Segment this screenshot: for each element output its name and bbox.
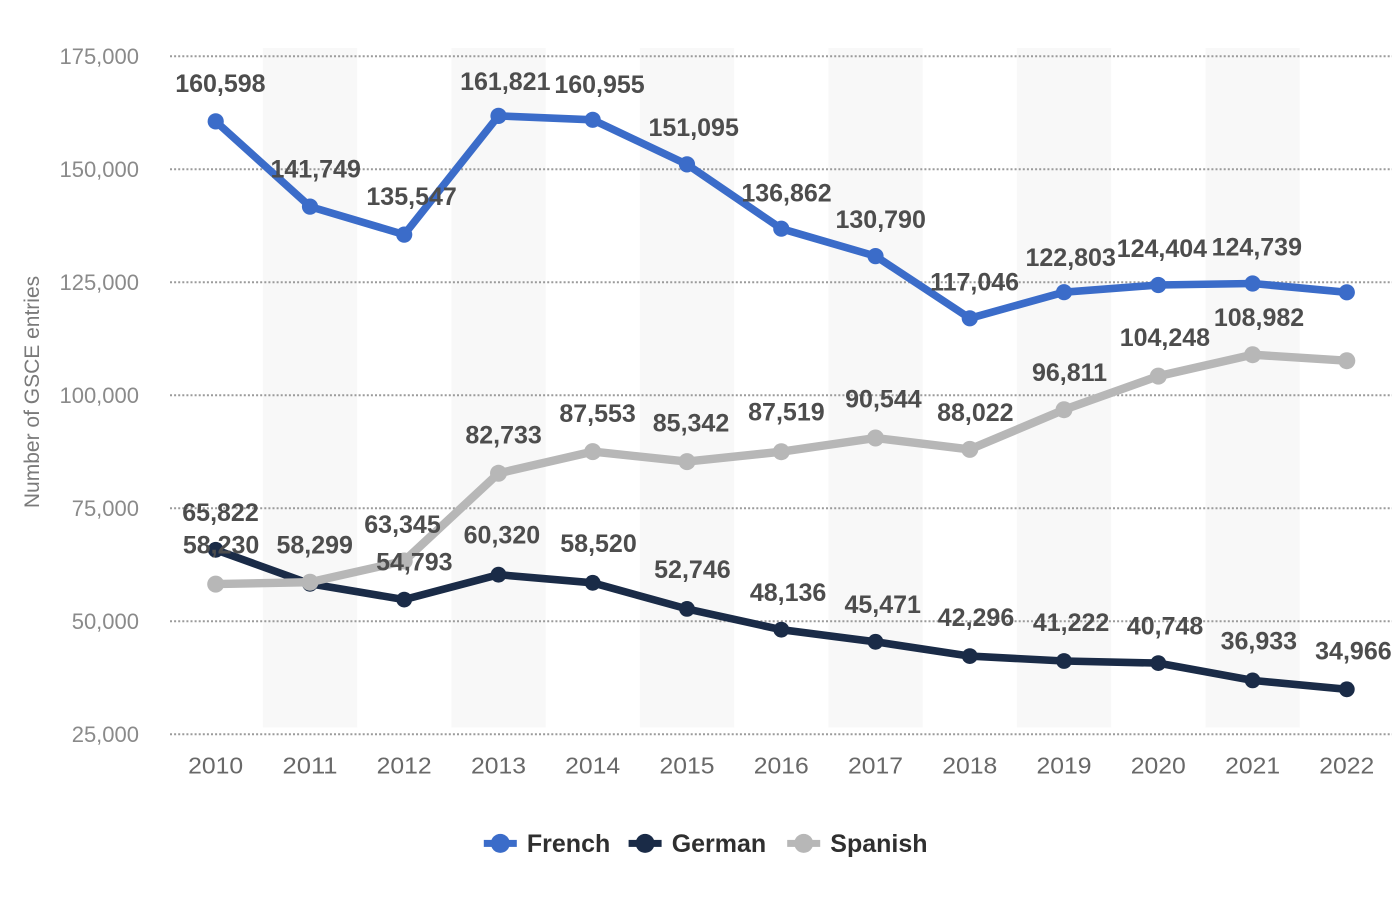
svg-text:63,345: 63,345: [364, 511, 441, 539]
svg-text:104,248: 104,248: [1120, 324, 1210, 352]
svg-text:88,022: 88,022: [937, 399, 1013, 427]
svg-text:150,000: 150,000: [59, 157, 139, 182]
svg-text:58,520: 58,520: [560, 530, 636, 558]
svg-text:160,598: 160,598: [175, 70, 265, 98]
svg-text:87,519: 87,519: [748, 398, 824, 426]
svg-text:2016: 2016: [754, 752, 809, 778]
svg-text:130,790: 130,790: [836, 206, 926, 234]
svg-text:45,471: 45,471: [844, 591, 921, 619]
svg-text:90,544: 90,544: [845, 385, 922, 413]
svg-text:117,046: 117,046: [930, 269, 1019, 297]
svg-text:96,811: 96,811: [1032, 359, 1107, 387]
svg-text:French: French: [527, 830, 610, 858]
svg-text:124,739: 124,739: [1212, 234, 1302, 262]
svg-text:42,296: 42,296: [938, 604, 1014, 632]
svg-text:135,547: 135,547: [366, 183, 456, 211]
svg-text:2022: 2022: [1319, 752, 1374, 778]
svg-text:2011: 2011: [283, 752, 338, 778]
svg-text:48,136: 48,136: [750, 579, 826, 607]
svg-text:40,748: 40,748: [1127, 613, 1204, 641]
svg-text:160,955: 160,955: [554, 71, 644, 99]
svg-text:141,749: 141,749: [271, 155, 361, 183]
svg-text:100,000: 100,000: [59, 383, 139, 408]
svg-text:151,095: 151,095: [649, 114, 739, 142]
svg-text:41,222: 41,222: [1033, 609, 1109, 637]
svg-text:108,982: 108,982: [1214, 304, 1304, 332]
svg-text:60,320: 60,320: [464, 521, 540, 549]
svg-text:2013: 2013: [471, 752, 526, 778]
svg-text:50,000: 50,000: [72, 609, 139, 634]
svg-text:82,733: 82,733: [465, 422, 541, 450]
svg-text:124,404: 124,404: [1117, 235, 1207, 263]
svg-text:122,803: 122,803: [1026, 244, 1116, 272]
svg-text:65,822: 65,822: [182, 499, 258, 527]
svg-text:2019: 2019: [1037, 752, 1092, 778]
svg-text:58,230: 58,230: [183, 531, 259, 559]
svg-text:2017: 2017: [848, 752, 903, 778]
svg-text:175,000: 175,000: [59, 44, 139, 69]
svg-text:75,000: 75,000: [72, 496, 139, 521]
svg-text:2012: 2012: [377, 752, 432, 778]
svg-text:36,933: 36,933: [1221, 628, 1297, 656]
svg-text:Number of GSCE entries: Number of GSCE entries: [21, 276, 44, 508]
svg-text:2010: 2010: [188, 752, 243, 778]
svg-text:136,862: 136,862: [741, 179, 831, 207]
svg-text:54,793: 54,793: [376, 549, 452, 577]
svg-text:2021: 2021: [1225, 752, 1280, 778]
svg-text:52,746: 52,746: [654, 556, 730, 584]
svg-text:161,821: 161,821: [460, 68, 550, 96]
svg-text:34,966: 34,966: [1315, 637, 1391, 665]
svg-text:25,000: 25,000: [72, 722, 139, 747]
svg-text:125,000: 125,000: [59, 270, 139, 295]
svg-text:2014: 2014: [565, 752, 620, 778]
svg-text:2018: 2018: [942, 752, 997, 778]
svg-text:German: German: [672, 830, 766, 858]
svg-text:2020: 2020: [1131, 752, 1186, 778]
svg-text:58,299: 58,299: [276, 531, 352, 559]
svg-text:2015: 2015: [660, 752, 715, 778]
svg-text:87,553: 87,553: [559, 400, 635, 428]
svg-text:85,342: 85,342: [653, 410, 729, 438]
svg-text:Spanish: Spanish: [830, 830, 927, 858]
